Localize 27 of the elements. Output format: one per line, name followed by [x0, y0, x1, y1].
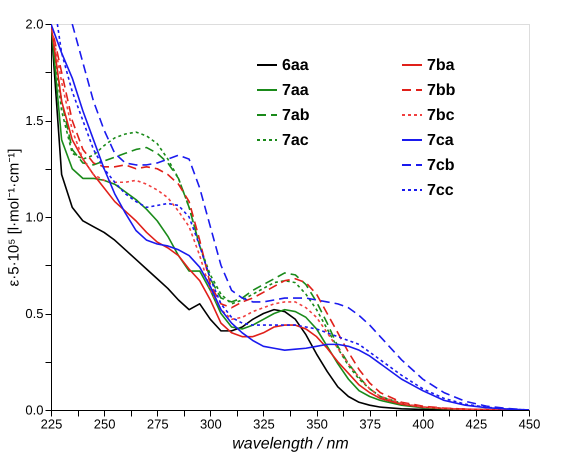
legend-label: 7ab [282, 107, 310, 124]
legend-label: 7aa [282, 82, 309, 99]
x-tick-label: 325 [253, 416, 275, 432]
x-tick-label: 225 [40, 416, 62, 432]
x-axis-title: wavelength / nm [232, 436, 349, 452]
y-tick-label: 1.5 [25, 113, 44, 128]
x-tick-label: 450 [518, 416, 540, 432]
legend-label: 6aa [282, 57, 309, 74]
y-tick-label: 1.0 [25, 210, 44, 224]
x-tick-label: 425 [466, 416, 488, 432]
x-tick-label: 350 [306, 416, 328, 432]
x-tick-label: 375 [359, 416, 382, 432]
x-tick-label: 250 [94, 416, 116, 432]
y-tick-label: 0.0 [25, 402, 44, 418]
legend-label: 7ac [282, 132, 309, 149]
legend-label: 7bb [427, 82, 456, 99]
x-tick-label: 400 [412, 416, 434, 432]
y-tick-label: 0.5 [25, 306, 44, 321]
y-tick-label: 2.0 [25, 16, 44, 32]
x-tick-label: 300 [200, 416, 222, 432]
legend-label: 7ba [427, 57, 455, 74]
legend-label: 7cb [427, 157, 455, 174]
legend-label: 7bc [427, 107, 455, 124]
x-tick-label: 275 [146, 416, 169, 432]
legend-label: 7cc [427, 182, 454, 199]
legend-label: 7ca [427, 132, 454, 149]
y-axis-title: ε·5·10⁵ [l·mol⁻¹·cm⁻¹] [5, 148, 22, 286]
